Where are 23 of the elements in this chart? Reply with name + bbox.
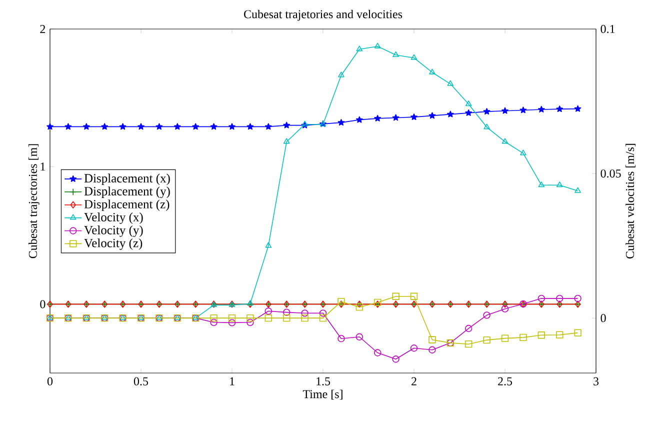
legend-label: Displacement (z) <box>84 200 170 211</box>
y-tick-label: 2 <box>40 25 46 33</box>
x-axis-title: Time [s] <box>302 390 342 400</box>
chart-title: Cubesat trajetories and velocities <box>244 10 402 21</box>
legend-label: Velocity (y) <box>84 226 143 237</box>
legend-label: Velocity (x) <box>84 212 143 224</box>
y-axis-title: Cubesat trajectories [m] <box>28 144 40 258</box>
y2-axis-title: Cubesat velocities [m/s] <box>626 144 636 258</box>
x-tick-label: 3 <box>594 377 599 386</box>
x-tick-label: 1 <box>230 377 234 386</box>
y-tick-label: 0 <box>40 300 46 308</box>
y2-tick-label: 0.1 <box>600 24 615 34</box>
x-tick-label: 2.5 <box>498 377 512 386</box>
legend-label: Displacement (x) <box>84 174 170 186</box>
x-tick-label: 0 <box>47 377 53 386</box>
y2-tick-label: 0.05 <box>600 169 621 178</box>
x-tick-label: 1.5 <box>316 377 330 386</box>
x-tick-label: 0.5 <box>134 377 148 386</box>
y2-tick-label: 0 <box>600 314 606 322</box>
legend-label: Displacement (y) <box>84 186 170 198</box>
legend-label: Velocity (z) <box>84 238 142 250</box>
y-tick-label: 1 <box>40 162 45 171</box>
x-tick-label: 2 <box>412 377 416 386</box>
